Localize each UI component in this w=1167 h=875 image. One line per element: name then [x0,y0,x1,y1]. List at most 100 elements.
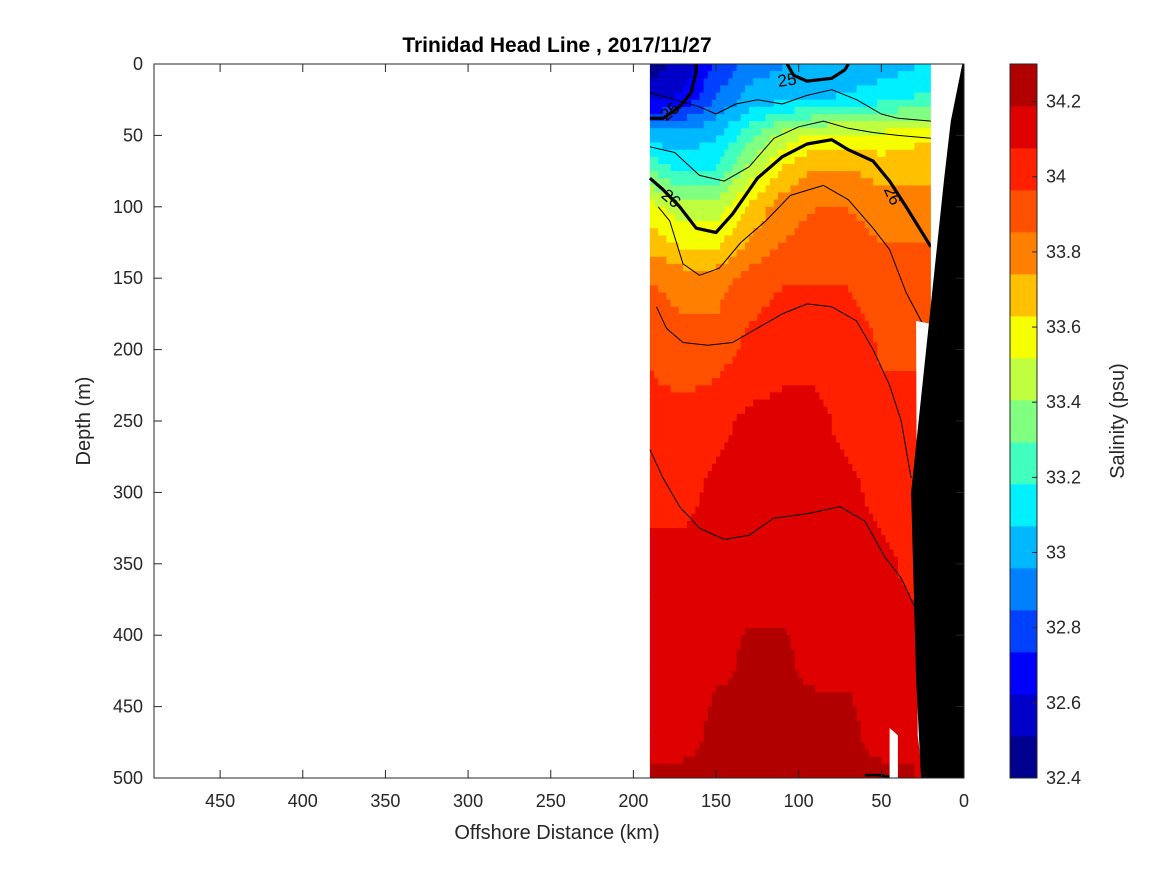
salinity-cell [728,106,734,115]
salinity-cell [687,535,692,543]
salinity-cell [736,506,742,515]
salinity-cell [778,149,783,158]
salinity-cell [678,728,684,736]
salinity-cell [649,770,655,778]
salinity-cell [823,435,829,443]
salinity-cell [844,392,849,401]
salinity-cell [753,749,758,758]
salinity-cell [695,770,701,778]
salinity-cell [707,749,713,758]
salinity-cell [852,599,858,608]
salinity-cell [649,606,655,615]
salinity-cell [728,642,734,650]
salinity-cell [703,449,709,458]
salinity-cell [819,728,825,736]
salinity-cell [823,449,829,458]
salinity-cell [794,285,800,293]
salinity-cell [658,99,663,108]
salinity-cell [695,256,701,265]
salinity-cell [778,528,783,536]
salinity-cell [835,635,841,643]
salinity-cell [699,249,705,258]
salinity-cell [844,363,849,372]
salinity-cell [827,606,833,615]
salinity-cell [757,456,763,465]
salinity-cell [782,506,787,515]
salinity-cell [745,570,750,579]
salinity-cell [728,278,734,286]
salinity-cell [778,299,783,308]
salinity-cell [815,742,820,750]
salinity-cell [757,121,763,129]
salinity-cell [720,428,725,436]
salinity-cell [811,249,816,258]
salinity-cell [658,149,663,158]
salinity-cell [807,114,812,122]
salinity-cell [745,535,750,543]
salinity-cell [819,628,825,636]
salinity-cell [835,506,841,515]
salinity-cell [703,563,709,572]
salinity-cell [649,349,655,358]
salinity-cell [724,171,729,179]
salinity-cell [724,435,729,443]
salinity-cell [840,256,845,265]
salinity-cell [658,628,663,636]
salinity-cell [823,649,829,658]
salinity-cell [716,299,721,308]
salinity-cell [819,770,825,778]
salinity-cell [786,456,791,465]
salinity-cell [716,285,721,293]
salinity-cell [827,256,833,265]
salinity-cell [707,478,713,486]
salinity-cell [724,363,729,372]
salinity-cell [674,349,680,358]
salinity-cell [666,299,672,308]
salinity-cell [761,506,767,515]
salinity-cell [649,185,655,194]
salinity-cell [761,371,767,379]
salinity-cell [674,620,680,629]
salinity-cell [720,513,725,522]
salinity-cell [724,492,729,501]
salinity-cell [782,513,787,522]
salinity-cell [798,506,804,515]
salinity-cell [654,321,659,329]
salinity-cell [840,556,845,565]
salinity-cell [683,106,688,115]
salinity-cell [753,99,758,108]
salinity-cell [732,728,738,736]
salinity-cell [695,549,701,558]
salinity-cell [745,92,750,101]
salinity-cell [753,556,758,565]
salinity-cell [678,335,684,343]
salinity-cell [649,542,655,551]
salinity-cell [740,321,746,329]
salinity-cell [749,363,754,372]
salinity-cell [761,770,767,778]
salinity-cell [674,713,680,722]
salinity-cell [662,85,667,94]
salinity-cell [765,620,771,629]
salinity-cell [670,456,676,465]
salinity-cell [662,278,667,286]
salinity-cell [649,335,655,343]
salinity-cell [831,213,837,222]
salinity-cell [778,563,783,572]
salinity-cell [707,171,713,179]
salinity-cell [786,635,791,643]
salinity-cell [711,392,717,401]
salinity-cell [807,85,812,94]
salinity-cell [707,735,713,743]
salinity-cell [807,292,812,301]
salinity-cell [811,199,816,208]
salinity-cell [802,149,808,158]
salinity-cell [716,213,721,222]
salinity-cell [823,678,829,686]
salinity-cell [811,428,816,436]
salinity-cell [670,471,676,479]
salinity-cell [757,556,763,565]
salinity-cell [687,278,692,286]
salinity-cell [840,299,845,308]
salinity-cell [753,114,758,122]
